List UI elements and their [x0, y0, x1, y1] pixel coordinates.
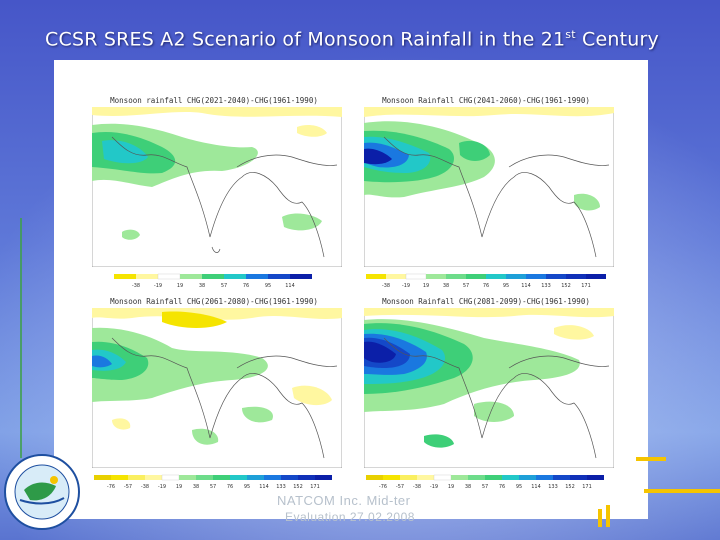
- rainfall-map-1: [92, 107, 342, 267]
- map-panel-3: Monsoon Rainfall CHG(2061-2080)-CHG(1961…: [84, 296, 344, 491]
- colorbar-tick-label: -57: [124, 484, 132, 490]
- colorbar-tick-label: 95: [265, 283, 271, 289]
- colorbar-tick-label: 57: [463, 283, 469, 289]
- colorbar-tick-label: 114: [521, 283, 531, 289]
- colorbar-tick-label: 19: [177, 283, 183, 289]
- colorbar-tick-label: -38: [382, 283, 390, 289]
- colorbar-tick-label: 95: [503, 283, 509, 289]
- colorbar-tick-label: 152: [561, 283, 571, 289]
- colorbar-tick-label: 95: [516, 484, 522, 490]
- colorbar-tick-label: -57: [396, 484, 404, 490]
- colorbar-tick-label: 57: [210, 484, 216, 490]
- colorbar-tick-label: -38: [141, 484, 149, 490]
- panel-title-1: Monsoon rainfall CHG(2021-2040)-CHG(1961…: [110, 96, 318, 105]
- colorbar-tick-label: 95: [244, 484, 250, 490]
- rainfall-map-4: [364, 308, 614, 468]
- colorbar-tick-label: 152: [565, 484, 575, 490]
- colorbar-tick-label: 19: [423, 283, 429, 289]
- colorbar-tick-label: 38: [443, 283, 449, 289]
- colorbar-tick-label: 76: [483, 283, 489, 289]
- colorbar-tick-label: 171: [310, 484, 320, 490]
- colorbar-tick-label: 57: [482, 484, 488, 490]
- panel-title-3: Monsoon Rainfall CHG(2061-2080)-CHG(1961…: [110, 297, 318, 306]
- institution-logo: [4, 454, 80, 530]
- rainfall-map-3: [92, 308, 342, 468]
- colorbar-2: -38 -19 19 38 57 76 95 114 133 152 171: [366, 273, 606, 289]
- colorbar-tick-label: 57: [221, 283, 227, 289]
- rainfall-map-2: [364, 107, 614, 267]
- colorbar-1: -38 -19 19 38 57 76 95 114: [114, 273, 312, 289]
- colorbar-tick-label: 76: [227, 484, 233, 490]
- colorbar-tick-label: 114: [285, 283, 295, 289]
- panel-title-2: Monsoon Rainfall CHG(2041-2060)-CHG(1961…: [382, 96, 590, 105]
- colorbar-tick-label: 133: [541, 283, 551, 289]
- colorbar-tick-label: 19: [448, 484, 454, 490]
- colorbar-tick-label: 38: [193, 484, 199, 490]
- map-panel-2: Monsoon Rainfall CHG(2041-2060)-CHG(1961…: [356, 95, 616, 290]
- colorbar-tick-label: 38: [199, 283, 205, 289]
- colorbar-tick-label: 38: [465, 484, 471, 490]
- slide-title: CCSR SRES A2 Scenario of Monsoon Rainfal…: [0, 28, 704, 50]
- decorative-bars: [598, 457, 720, 527]
- colorbar-tick-label: -38: [413, 484, 421, 490]
- colorbar-tick-label: -19: [158, 484, 166, 490]
- rainfall-figure: Monsoon rainfall CHG(2021-2040)-CHG(1961…: [54, 60, 648, 519]
- colorbar-tick-label: 76: [243, 283, 249, 289]
- colorbar-tick-label: 76: [499, 484, 505, 490]
- slide-title-sup: st: [565, 28, 576, 41]
- colorbar-tick-label: 171: [582, 484, 592, 490]
- colorbar-tick-label: -76: [379, 484, 387, 490]
- colorbar-tick-label: 133: [276, 484, 286, 490]
- colorbar-tick-label: 152: [293, 484, 303, 490]
- colorbar-3: -76 -57 -38 -19 19 38 57 76 95 114 133 152 171: [94, 474, 332, 490]
- colorbar-tick-label: -38: [132, 283, 140, 289]
- colorbar-tick-label: 171: [581, 283, 591, 289]
- colorbar-tick-label: -19: [154, 283, 162, 289]
- colorbar-tick-label: 19: [176, 484, 182, 490]
- footer-line-1: NATCOM Inc. Mid-ter: [277, 493, 411, 508]
- panel-title-4: Monsoon Rainfall CHG(2081-2099)-CHG(1961…: [382, 297, 590, 306]
- slide-title-main: CCSR SRES A2 Scenario of Monsoon Rainfal…: [45, 28, 566, 51]
- footer-line-2: Evaluation 27.02.2008: [285, 510, 415, 524]
- colorbar-4: -76 -57 -38 -19 19 38 57 76 95 114 133 152 171: [366, 474, 604, 490]
- slide-title-end: Century: [575, 28, 659, 51]
- colorbar-tick-label: -19: [430, 484, 438, 490]
- colorbar-tick-label: -19: [402, 283, 410, 289]
- colorbar-tick-label: -76: [107, 484, 115, 490]
- decorative-line: [20, 218, 22, 458]
- map-panel-4: Monsoon Rainfall CHG(2081-2099)-CHG(1961…: [356, 296, 616, 491]
- colorbar-tick-label: 114: [531, 484, 541, 490]
- colorbar-tick-label: 114: [259, 484, 269, 490]
- map-panel-1: Monsoon rainfall CHG(2021-2040)-CHG(1961…: [84, 95, 344, 290]
- colorbar-tick-label: 133: [548, 484, 558, 490]
